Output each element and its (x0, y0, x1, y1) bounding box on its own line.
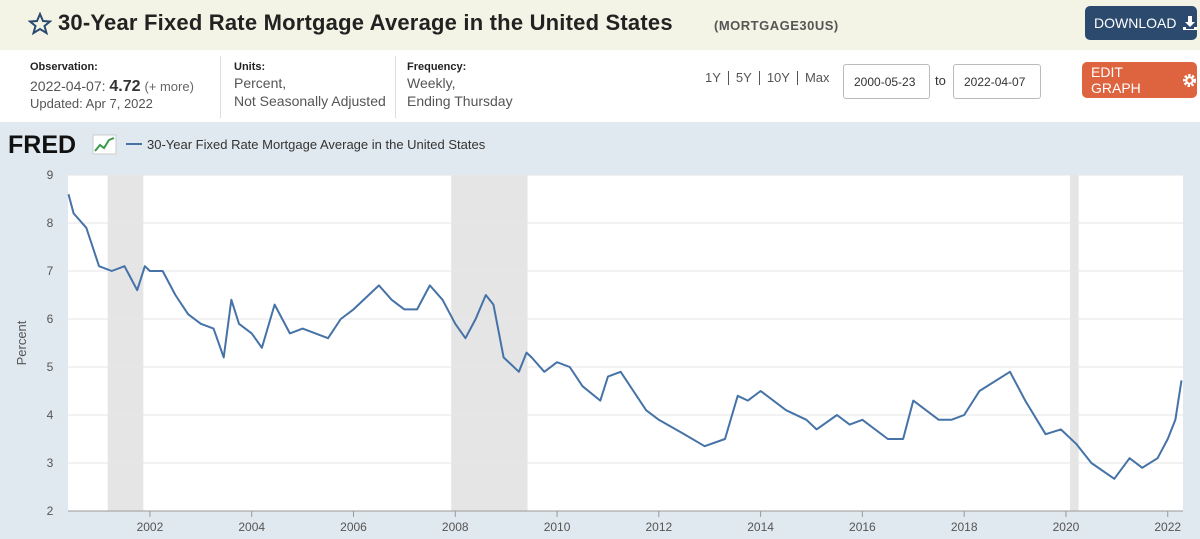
series-id: (MORTGAGE30US) (714, 18, 839, 33)
range-1y[interactable]: 1Y (705, 70, 721, 85)
end-date[interactable]: 2022-04-07 (953, 64, 1041, 99)
y-tick-label: 2 (47, 504, 54, 518)
y-tick-label: 4 (47, 408, 54, 422)
separator (727, 71, 729, 85)
edit-label: EDIT GRAPH (1091, 64, 1141, 96)
star-icon[interactable] (28, 12, 52, 36)
y-tick-label: 7 (47, 264, 54, 278)
download-icon (1183, 16, 1197, 30)
recession-band (1070, 175, 1079, 511)
range-links: 1Y 5Y 10Y Max (705, 70, 830, 86)
download-button[interactable]: DOWNLOAD (1085, 6, 1197, 40)
plot-area (68, 175, 1183, 511)
title: 30-Year Fixed Rate Mortgage Average in t… (58, 10, 673, 35)
x-tick-label: 2002 (137, 520, 164, 534)
x-tick-label: 2010 (544, 520, 571, 534)
gear-icon (1183, 73, 1197, 87)
separator (758, 71, 760, 85)
frequency-2: Ending Thursday (407, 93, 513, 109)
edit-graph-button[interactable]: EDIT GRAPH (1082, 62, 1197, 98)
x-tick-label: 2006 (340, 520, 367, 534)
range-5y[interactable]: 5Y (735, 70, 752, 85)
series-line (67, 193, 1183, 480)
more-link[interactable]: (+ more) (144, 79, 194, 94)
x-tick-label: 2004 (238, 520, 265, 534)
divider (395, 56, 396, 118)
x-tick-label: 2020 (1053, 520, 1080, 534)
header: 30-Year Fixed Rate Mortgage Average in t… (0, 0, 1200, 50)
x-tick-label: 2022 (1154, 520, 1181, 534)
legend-label: 30-Year Fixed Rate Mortgage Average in t… (147, 137, 486, 152)
frequency-1: Weekly, (407, 75, 456, 91)
range-10y[interactable]: 10Y (766, 70, 790, 85)
divider (220, 56, 221, 118)
units-label: Units: (234, 61, 266, 73)
to-label: to (935, 73, 946, 88)
units-2: Not Seasonally Adjusted (234, 93, 386, 109)
observation-date: 2022-04-07: (30, 78, 106, 94)
observation-label: Observation: (30, 61, 98, 73)
x-tick-label: 2016 (849, 520, 876, 534)
y-tick-label: 9 (47, 168, 54, 182)
x-tick-label: 2008 (442, 520, 469, 534)
chart: FRED 2 3 4 5 6 7 8 9 2002 2004 2006 2008 2010 2012 201… (0, 122, 1200, 539)
range-max[interactable]: Max (804, 70, 830, 85)
updated: Updated: Apr 7, 2022 (30, 96, 153, 111)
x-tick-label: 2014 (747, 520, 774, 534)
logo-icon (92, 134, 117, 155)
fred-logo: FRED (8, 131, 76, 159)
y-tick-label: 6 (47, 312, 54, 326)
y-tick-label: 8 (47, 216, 54, 230)
y-tick-label: 3 (47, 456, 54, 470)
recession-band (107, 175, 144, 511)
y-axis-label: Percent (14, 320, 29, 365)
observation-value: 4.72 (109, 78, 141, 95)
x-tick-label: 2018 (951, 520, 978, 534)
separator (796, 71, 798, 85)
frequency-label: Frequency: (407, 61, 467, 73)
x-tick-label: 2012 (645, 520, 672, 534)
units-1: Percent, (234, 75, 287, 91)
download-label: DOWNLOAD (1094, 15, 1177, 31)
y-tick-label: 5 (47, 360, 54, 374)
start-date[interactable]: 2000-05-23 (843, 64, 930, 99)
recession-band (451, 175, 528, 511)
